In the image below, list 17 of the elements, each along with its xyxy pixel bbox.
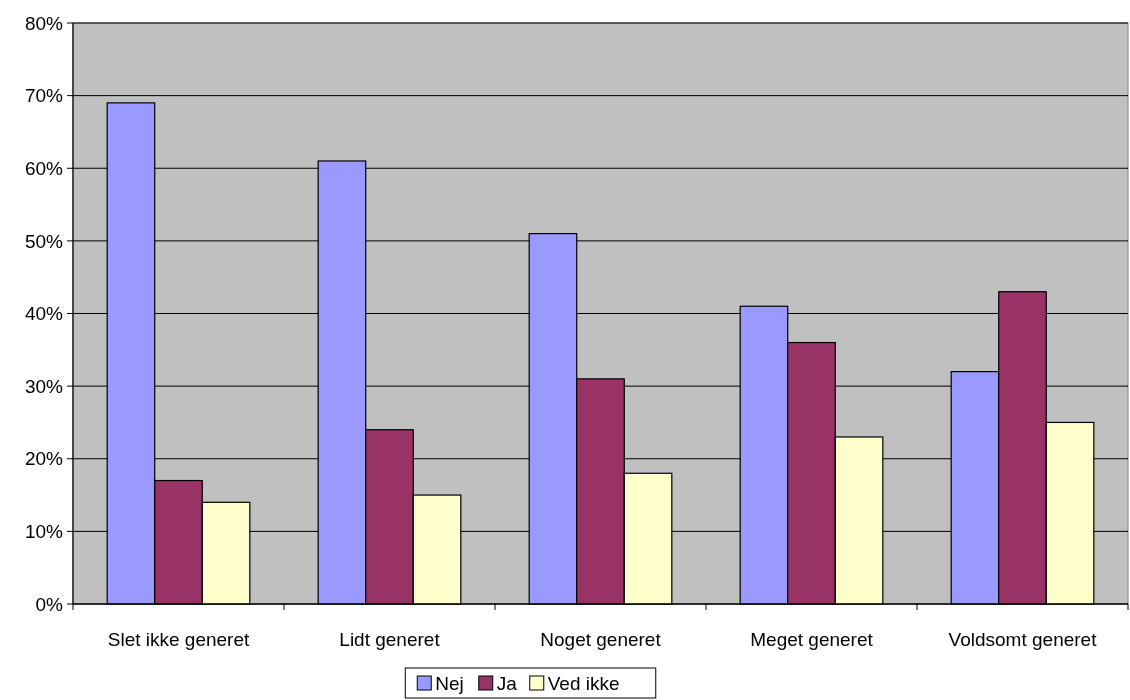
y-tick-label: 0% (35, 593, 64, 615)
x-tick-label: Voldsomt generet (948, 629, 1098, 650)
legend-label: Ja (496, 672, 518, 694)
legend-label: Ved ikke (547, 672, 620, 694)
legend-label: Nej (435, 672, 464, 694)
x-tick-label: Noget generet (540, 629, 662, 650)
y-tick-label: 10% (24, 521, 64, 543)
y-tick-label: 70% (24, 85, 64, 107)
x-tick-label: Slet ikke generet (107, 629, 250, 650)
x-tick-label: Lidt generet (339, 629, 441, 650)
y-tick-label: 50% (24, 230, 64, 252)
y-tick-label: 30% (24, 375, 64, 397)
x-tick-label: Meget generet (750, 629, 874, 650)
y-tick-label: 40% (24, 303, 64, 325)
y-tick-label: 60% (24, 157, 64, 179)
y-tick-label: 80% (24, 12, 64, 34)
y-tick-label: 20% (24, 448, 64, 470)
